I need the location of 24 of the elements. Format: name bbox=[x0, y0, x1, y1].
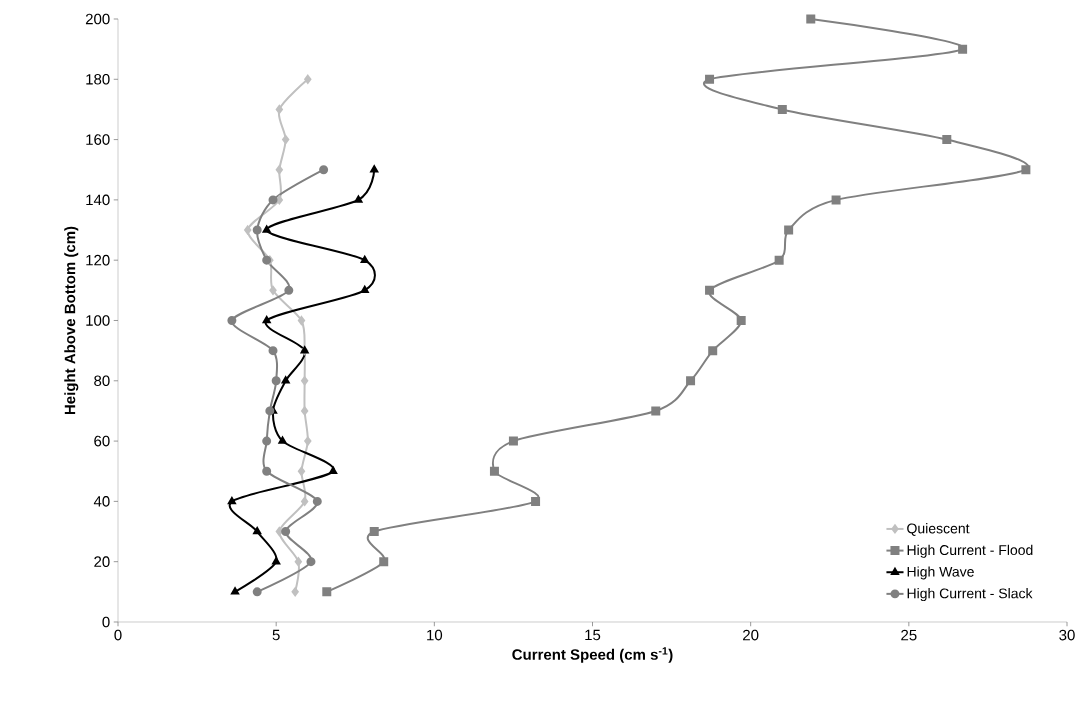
y-tick-label: 100 bbox=[86, 315, 110, 326]
legend-label: High Current - Slack bbox=[907, 588, 1033, 602]
y-tick-label: 200 bbox=[85, 13, 110, 25]
y-axis-title: Height Above Bottom (cm) bbox=[64, 226, 79, 415]
x-axis-title: Current Speed (cm s$^{-1}$) bbox=[512, 647, 673, 663]
y-tick-label: 180 bbox=[86, 73, 110, 85]
y-tick-label: 60 bbox=[94, 435, 110, 447]
y-tick-label: 160 bbox=[86, 134, 110, 145]
legend-label: High Wave bbox=[907, 566, 974, 580]
x-tick-label: 30 bbox=[1059, 629, 1075, 641]
y-tick-label: 120 bbox=[86, 254, 110, 266]
y-tick-label: 80 bbox=[94, 375, 110, 387]
y-tick-label: 0 bbox=[102, 616, 110, 628]
x-tick-label: 25 bbox=[901, 629, 917, 641]
y-tick-label: 40 bbox=[93, 496, 110, 507]
y-tick-label: 140 bbox=[86, 194, 110, 206]
x-tick-label: 15 bbox=[585, 629, 601, 641]
x-tick-label: 10 bbox=[427, 629, 443, 641]
legend-label: Quiescent bbox=[907, 523, 970, 536]
legend-label: High Current - Flood bbox=[907, 544, 1033, 558]
y-tick-label: 20 bbox=[94, 556, 110, 567]
x-tick-label: 20 bbox=[743, 629, 759, 641]
x-tick-label: 5 bbox=[272, 629, 280, 641]
x-tick-label: 0 bbox=[114, 629, 122, 641]
